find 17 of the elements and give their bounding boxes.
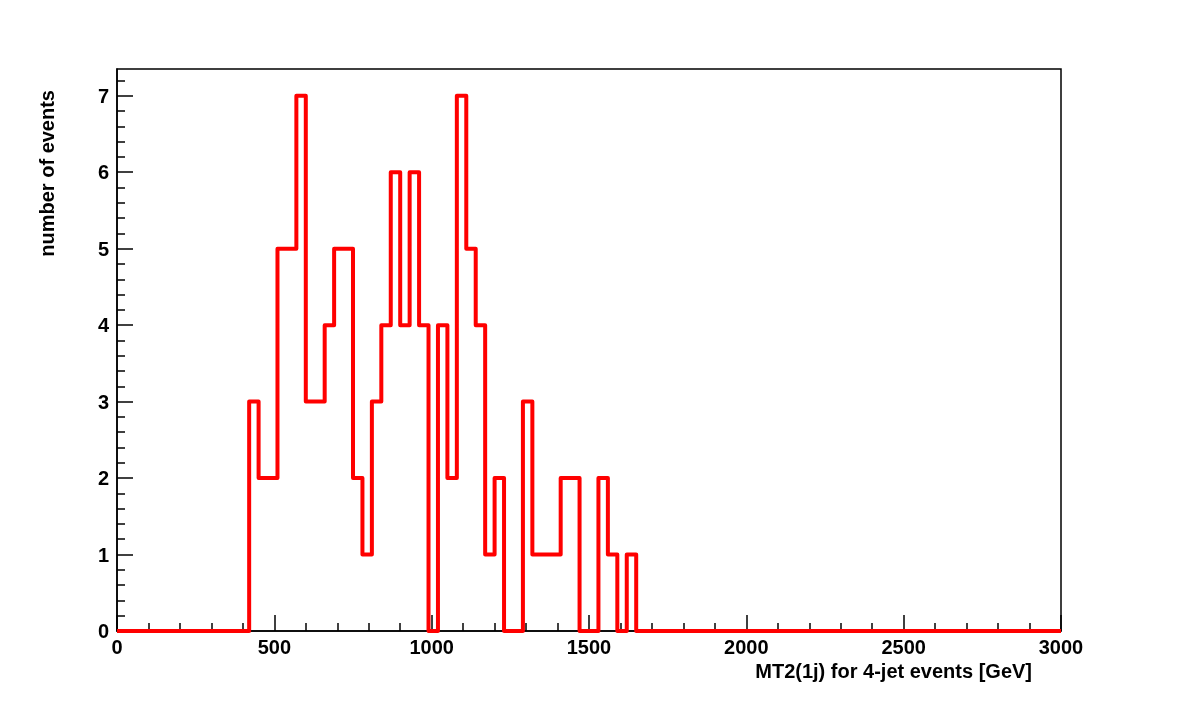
y-tick-label: 1 [97,543,109,566]
y-tick-label: 0 [97,620,109,642]
x-axis-title: MT2(1j) for 4-jet events [GeV] [755,660,1032,682]
y-axis-title: number of events [36,90,58,257]
y-tick-label: 4 [97,314,110,337]
x-tick-label: 2000 [724,636,769,658]
y-tick-label: 5 [97,237,109,260]
x-tick-label: 1000 [409,636,454,658]
y-tick-label: 7 [97,84,109,107]
x-tick-label: 2500 [881,636,926,658]
y-tick-label: 3 [97,390,109,413]
x-tick-label: 0 [111,636,123,658]
x-tick-label: 500 [257,636,292,658]
x-tick-label: 3000 [1038,636,1084,658]
x-tick-label: 1500 [566,636,612,658]
y-tick-label: 6 [97,161,109,184]
y-tick-label: 2 [97,467,109,490]
